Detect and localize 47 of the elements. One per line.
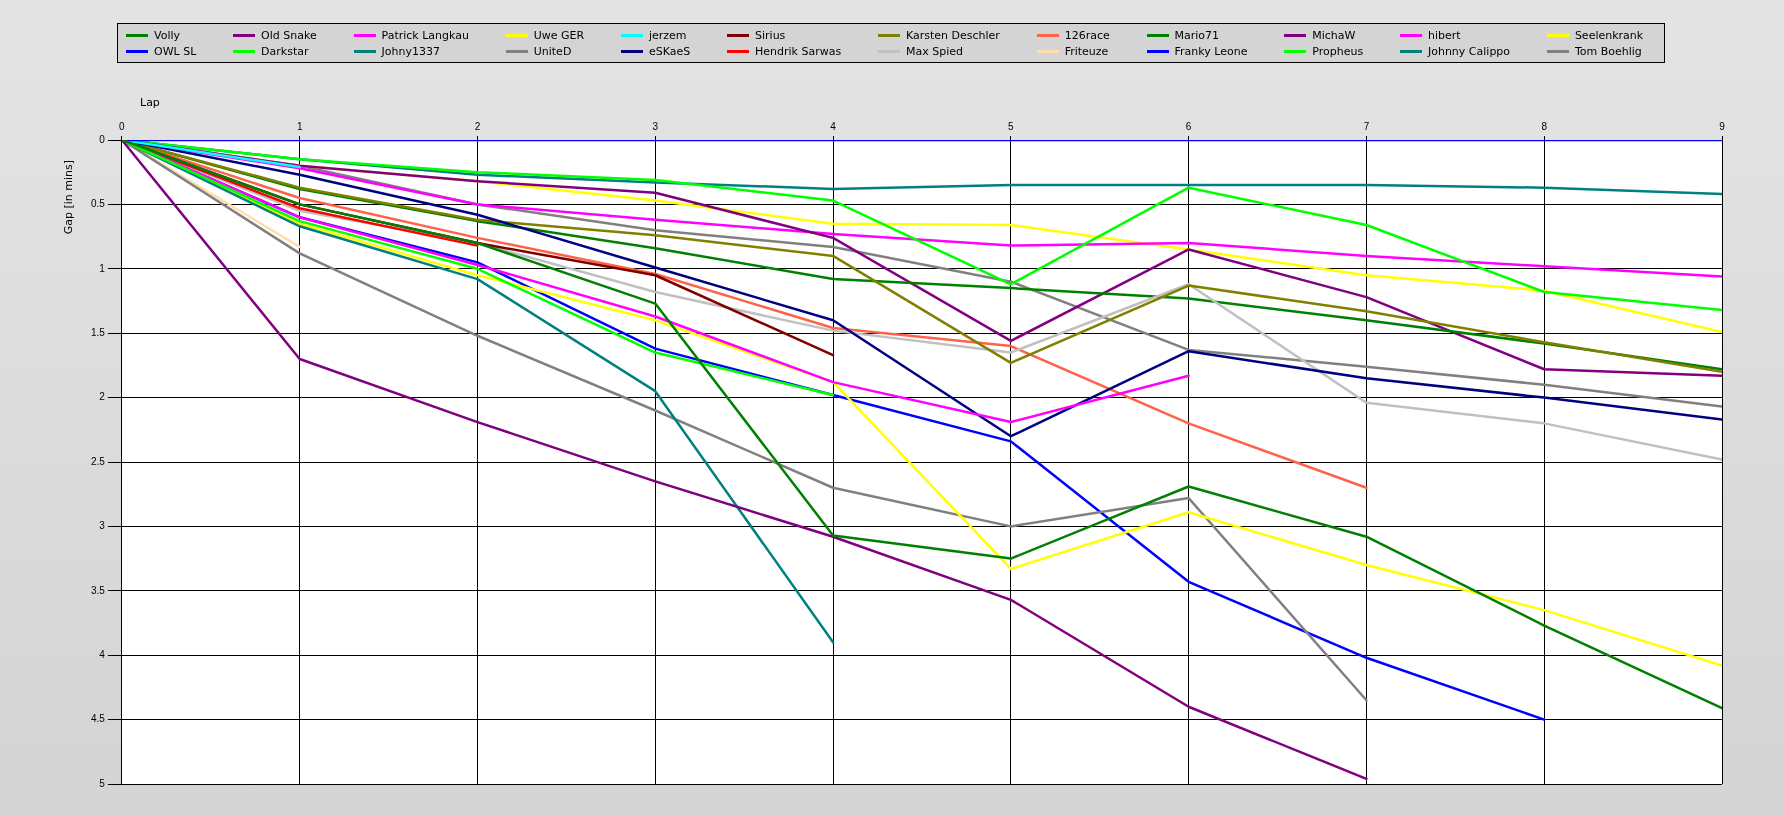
legend-label: Johnny Calippo	[1427, 44, 1511, 58]
y-tick-label: 3.5	[91, 584, 106, 596]
legend-label: eSKaeS	[648, 44, 691, 58]
y-tick-label: 4	[99, 648, 106, 660]
legend-label: Seelenkrank	[1574, 28, 1644, 42]
y-tick-label: 4.5	[91, 713, 106, 725]
legend-label: OWL SL	[154, 44, 197, 58]
legend-label: Max Spied	[905, 44, 963, 58]
legend-label: MichaW	[1312, 28, 1356, 42]
y-tick-label: 2.5	[91, 455, 106, 467]
legend-label: Mario71	[1174, 28, 1220, 42]
x-tick-label: 6	[1185, 120, 1192, 132]
legend-label: Sirius	[755, 28, 786, 42]
legend-label: jerzem	[648, 28, 687, 42]
x-tick-label: 1	[296, 120, 303, 132]
x-tick-label: 5	[1008, 120, 1015, 132]
x-axis-title: Lap	[140, 96, 160, 109]
legend-label: Karsten Deschler	[905, 28, 1000, 42]
x-tick-label: 3	[652, 120, 659, 132]
legend-label: Darkstar	[261, 44, 309, 58]
y-tick-label: 2	[99, 391, 106, 403]
y-tick-label: 1.5	[91, 326, 106, 338]
x-tick-label: 0	[119, 120, 126, 132]
y-tick-label: 0.5	[91, 198, 106, 210]
legend-label: Johny1337	[381, 44, 440, 58]
legend-label: Tom Boehlig	[1574, 44, 1642, 58]
legend-label: Uwe GER	[533, 28, 585, 42]
y-tick-label: 0	[99, 133, 106, 145]
legend-label: Hendrik Sarwas	[755, 44, 842, 58]
x-tick-label: 9	[1719, 120, 1726, 132]
y-tick-label: 5	[99, 777, 106, 789]
legend-label: 126race	[1064, 28, 1110, 42]
legend-label: Patrick Langkau	[381, 28, 469, 42]
x-tick-label: 7	[1363, 120, 1370, 132]
y-tick-label: 1	[99, 262, 106, 274]
legend-label: Old Snake	[261, 28, 317, 42]
legend-label: UniteD	[533, 44, 572, 58]
y-tick-label: 3	[99, 520, 106, 532]
x-tick-label: 8	[1541, 120, 1548, 132]
legend-label: Friteuze	[1064, 44, 1109, 58]
y-axis-title: Gap [in mins]	[62, 160, 75, 235]
legend-label: Franky Leone	[1174, 44, 1248, 58]
legend-label: Propheus	[1312, 44, 1364, 58]
x-tick-label: 4	[830, 120, 837, 132]
x-tick-label: 2	[474, 120, 481, 132]
legend-label: Volly	[154, 28, 181, 42]
legend-label: hibert	[1427, 28, 1461, 42]
